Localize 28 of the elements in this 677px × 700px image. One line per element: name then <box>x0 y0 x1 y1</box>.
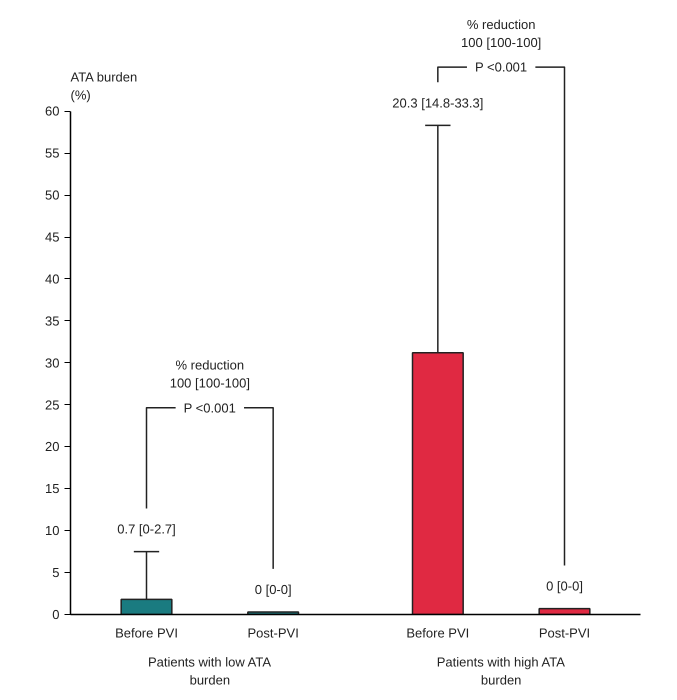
y-tick-label: 35 <box>45 313 60 328</box>
text: Patients with high ATA burden <box>436 654 566 688</box>
y-tick-label: 40 <box>45 271 60 286</box>
y-tick-label: 25 <box>45 397 60 412</box>
text: 20.3 [14.8-33.3] <box>392 95 484 110</box>
x-tick-label: Before PVI <box>406 626 470 640</box>
x-tick-label: Before PVI <box>115 626 178 640</box>
text: Patients with low ATA burden <box>148 654 272 688</box>
y-tick-label: 20 <box>45 439 60 454</box>
annotation: 0.7 [0-2.7] <box>117 521 176 536</box>
y-tick-label: 10 <box>45 523 60 538</box>
y-tick-label: 0 <box>52 607 60 622</box>
annotation: % reduction 100 [100-100] <box>170 358 250 391</box>
text: P <0.001 <box>474 60 528 75</box>
y-tick-label: 30 <box>45 355 60 370</box>
y-axis-title: ATA burden (%) <box>70 70 138 103</box>
x-tick-label: Post-PVI <box>538 626 590 640</box>
text: % reduction 100 [100-100] <box>461 16 542 50</box>
annotation: 0 [0-0] <box>254 582 292 597</box>
x-tick-label: Post-PVI <box>248 626 299 640</box>
annotation: P <0.001 <box>184 400 236 416</box>
y-tick-label: 15 <box>45 481 60 496</box>
y-tick-label: 60 <box>45 104 60 119</box>
y-tick-label: 45 <box>45 230 60 244</box>
annotation: 0 [0-0] <box>546 578 583 594</box>
y-tick-label: 5 <box>52 565 60 580</box>
y-tick-label: 50 <box>45 188 60 203</box>
y-tick-label: 55 <box>45 146 60 161</box>
